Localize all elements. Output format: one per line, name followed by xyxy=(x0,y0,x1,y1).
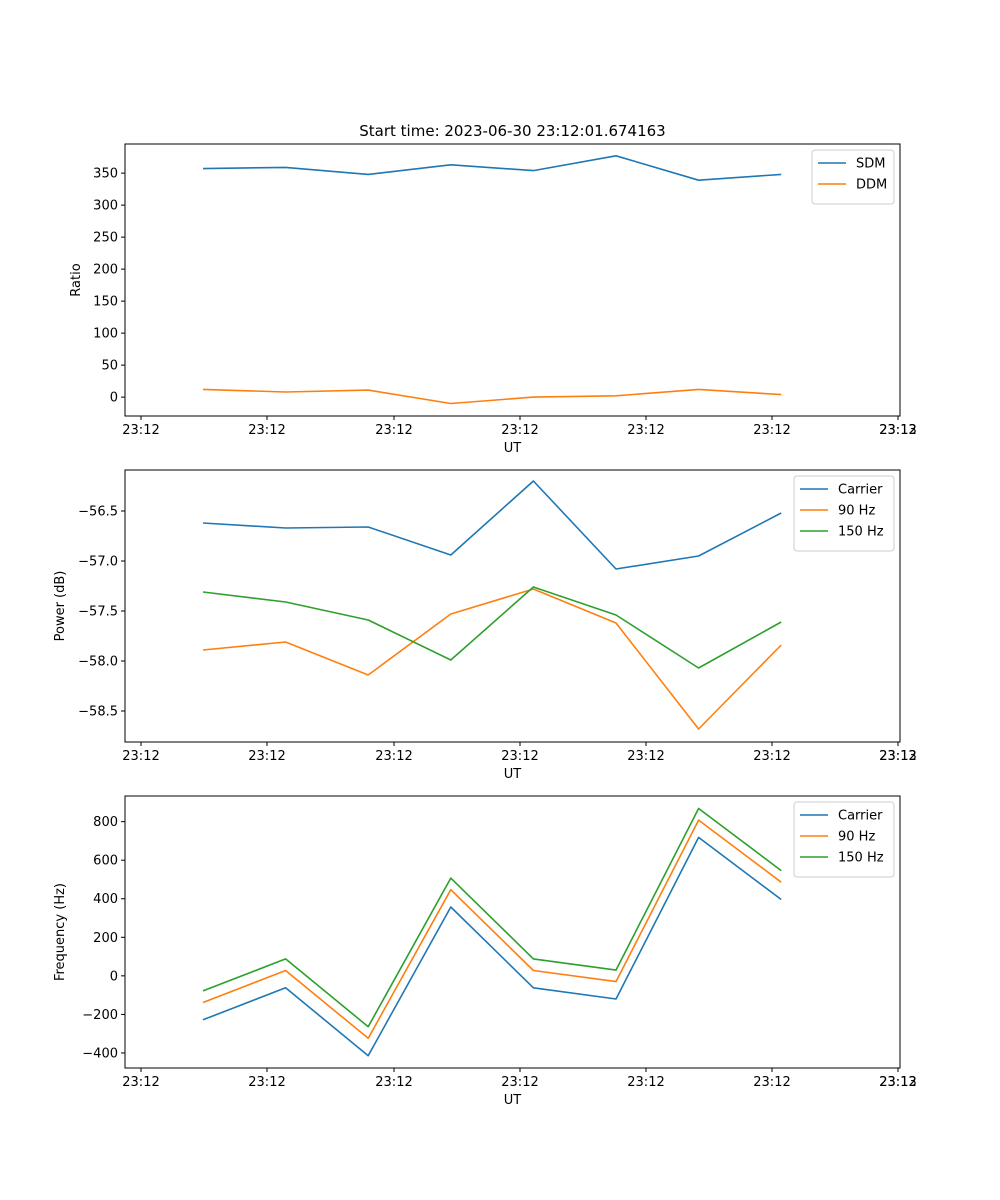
plot-frame xyxy=(124,795,901,1069)
x-tick-label: 23:12 xyxy=(879,1075,916,1090)
series-line-150-hz xyxy=(202,807,782,1028)
x-tick-label: 23:12 xyxy=(879,423,916,438)
x-axis-label: UT xyxy=(504,1093,522,1108)
x-tick-label: 23:12 xyxy=(501,423,538,438)
x-tick-label: 23:12 xyxy=(753,423,790,438)
x-tick-label: 23:12 xyxy=(627,1075,664,1090)
y-tick-label: −58.0 xyxy=(78,655,118,670)
x-tick-label: 23:12 xyxy=(501,1075,538,1090)
y-tick-label: 250 xyxy=(93,231,118,246)
x-axis-label: UT xyxy=(504,441,522,456)
plot-frame xyxy=(124,469,901,743)
legend-label: Carrier xyxy=(838,809,883,824)
plot-frame xyxy=(124,143,901,417)
y-tick-label: 0 xyxy=(110,969,118,984)
y-tick-label: 400 xyxy=(93,892,118,907)
y-tick-label: 150 xyxy=(93,295,118,310)
x-tick-label: 23:12 xyxy=(248,749,285,764)
x-tick-label: 23:12 xyxy=(375,423,412,438)
y-tick-label: 300 xyxy=(93,199,118,214)
x-tick-label: 23:12 xyxy=(753,749,790,764)
legend-label: DDM xyxy=(856,178,887,193)
y-tick-label: 100 xyxy=(93,327,118,342)
x-axis-label: UT xyxy=(504,767,522,782)
subplots-container: 23:12 23:12 23:12 23:12 23:12 23:12 23:1223:13… xyxy=(53,143,917,1108)
y-tick-label: 350 xyxy=(93,167,118,182)
x-tick-label: 23:12 xyxy=(122,423,159,438)
x-tick-label: 23:13 xyxy=(879,749,916,764)
subplot-2: 23:12 23:12 23:12 23:12 23:12 23:12 23:1223:13… xyxy=(53,469,917,782)
legend-label: 150 Hz xyxy=(838,525,884,540)
y-tick-label: −57.5 xyxy=(78,605,118,620)
legend-label: Carrier xyxy=(838,483,883,498)
x-tick-label: 23:13 xyxy=(879,1075,916,1090)
x-tick-label: 23:12 xyxy=(879,749,916,764)
subplot-1: 23:12 23:12 23:12 23:12 23:12 23:12 23:1223:13… xyxy=(69,143,917,456)
y-tick-label: 800 xyxy=(93,815,118,830)
y-tick-label: 0 xyxy=(110,391,118,406)
x-tick-label: 23:12 xyxy=(122,1075,159,1090)
y-tick-label: −57.0 xyxy=(78,555,118,570)
legend xyxy=(793,475,895,552)
x-tick-label: 23:12 xyxy=(248,423,285,438)
x-tick-label: 23:12 xyxy=(501,749,538,764)
y-tick-label: 50 xyxy=(101,359,118,374)
x-tick-label: 23:13 xyxy=(879,423,916,438)
series-line-150-hz xyxy=(202,586,782,669)
y-tick-label: −400 xyxy=(82,1046,118,1061)
legend-label: 90 Hz xyxy=(838,830,875,845)
x-tick-label: 23:12 xyxy=(248,1075,285,1090)
x-tick-label: 23:12 xyxy=(627,423,664,438)
x-tick-label: 23:12 xyxy=(375,1075,412,1090)
chart-title: Start time: 2023-06-30 23:12:01.674163 xyxy=(359,122,665,140)
y-tick-label: 600 xyxy=(93,854,118,869)
y-tick-label: 200 xyxy=(93,263,118,278)
legend-label: 150 Hz xyxy=(838,851,884,866)
y-axis-label: Ratio xyxy=(69,263,84,296)
subplot-3: 23:12 23:12 23:12 23:12 23:12 23:12 23:1223:13… xyxy=(53,795,917,1108)
series-line-ddm xyxy=(202,388,782,405)
x-tick-label: 23:12 xyxy=(627,749,664,764)
y-tick-label: −58.5 xyxy=(78,705,118,720)
x-tick-label: 23:12 xyxy=(753,1075,790,1090)
x-tick-label: 23:12 xyxy=(375,749,412,764)
y-axis-label: Frequency (Hz) xyxy=(53,883,68,981)
series-line-90-hz xyxy=(202,588,782,730)
legend-label: 90 Hz xyxy=(838,504,875,519)
series-line-90-hz xyxy=(202,819,782,1040)
series-line-carrier xyxy=(202,480,782,570)
y-tick-label: 200 xyxy=(93,931,118,946)
y-axis-label: Power (dB) xyxy=(53,571,68,642)
series-line-carrier xyxy=(202,836,782,1057)
legend-label: SDM xyxy=(856,157,885,172)
y-tick-label: −56.5 xyxy=(78,505,118,520)
legend xyxy=(793,801,895,878)
y-tick-label: −200 xyxy=(82,1008,118,1023)
series-line-sdm xyxy=(202,155,782,181)
x-tick-label: 23:12 xyxy=(122,749,159,764)
